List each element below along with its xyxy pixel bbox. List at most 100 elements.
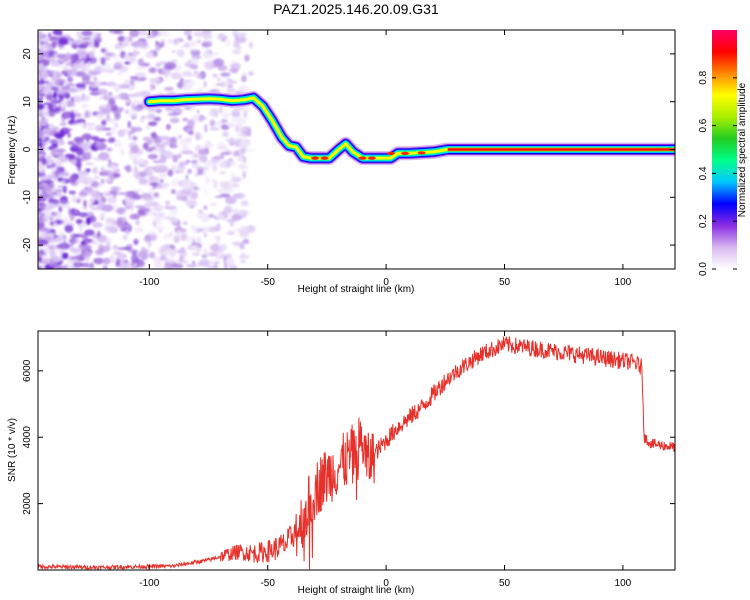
noise-speckle xyxy=(57,85,63,93)
noise-speckle xyxy=(85,162,94,166)
noise-speckle xyxy=(86,200,96,203)
noise-speckle xyxy=(167,169,174,177)
noise-speckle xyxy=(158,229,163,233)
noise-speckle xyxy=(173,235,180,244)
noise-speckle xyxy=(203,80,207,88)
noise-speckle xyxy=(115,43,119,50)
noise-speckle xyxy=(202,33,213,40)
y-tick-label: -10 xyxy=(22,190,33,205)
noise-speckle xyxy=(199,214,211,222)
noise-speckle xyxy=(117,92,127,100)
noise-speckle xyxy=(183,30,192,36)
chart-title: PAZ1.2025.146.20.09.G31 xyxy=(273,1,439,17)
noise-speckle xyxy=(84,111,90,118)
noise-speckle xyxy=(38,153,46,157)
noise-speckle xyxy=(84,229,95,236)
noise-speckle xyxy=(153,204,164,212)
noise-speckle xyxy=(110,253,115,260)
spectrogram-x-ticks: -100 -50 0 50 100 xyxy=(139,30,632,288)
noise-speckle xyxy=(232,209,239,215)
noise-speckle xyxy=(203,232,208,238)
noise-speckle xyxy=(121,128,129,134)
noise-speckle xyxy=(141,116,146,119)
noise-speckle xyxy=(216,188,225,193)
noise-speckle xyxy=(47,32,52,38)
noise-speckle xyxy=(91,168,98,174)
noise-speckle xyxy=(76,31,82,37)
noise-speckle xyxy=(163,233,170,241)
noise-speckle xyxy=(38,62,45,68)
noise-speckle xyxy=(93,175,100,180)
noise-speckle xyxy=(92,222,103,228)
noise-speckle xyxy=(128,52,134,57)
noise-speckle xyxy=(231,176,242,183)
noise-speckle xyxy=(45,50,58,56)
noise-speckle xyxy=(40,71,50,80)
noise-speckle xyxy=(194,173,200,177)
y-tick-label: -20 xyxy=(22,237,33,252)
noise-speckle xyxy=(45,94,55,101)
noise-speckle xyxy=(49,221,54,226)
noise-speckle xyxy=(180,170,184,174)
noise-speckle xyxy=(82,37,91,41)
noise-speckle xyxy=(52,159,62,165)
ridge-hot-spot xyxy=(358,156,367,160)
noise-speckle xyxy=(169,117,180,124)
noise-speckle xyxy=(46,165,53,169)
x-tick-label: -50 xyxy=(260,277,275,288)
noise-speckle xyxy=(41,157,47,166)
noise-speckle xyxy=(61,252,69,260)
noise-speckle xyxy=(112,244,119,251)
noise-speckle xyxy=(99,126,107,131)
noise-speckle xyxy=(81,232,86,241)
noise-speckle xyxy=(71,66,78,72)
noise-speckle xyxy=(149,82,156,91)
noise-speckle xyxy=(240,200,249,207)
noise-speckle xyxy=(68,190,77,195)
noise-speckle xyxy=(89,80,102,88)
noise-speckle xyxy=(88,178,95,185)
noise-speckle xyxy=(54,153,64,157)
noise-speckle xyxy=(125,109,129,115)
noise-speckle xyxy=(130,202,134,212)
colorbar: 0.0 0.2 0.4 0.6 0.8 Normalized spectral ampl… xyxy=(698,30,748,276)
noise-speckle xyxy=(164,61,177,70)
noise-speckle xyxy=(97,215,106,219)
noise-speckle xyxy=(163,265,173,269)
noise-speckle xyxy=(217,32,226,40)
noise-speckle xyxy=(178,164,184,169)
noise-speckle xyxy=(242,106,252,112)
noise-speckle xyxy=(238,85,250,93)
noise-speckle xyxy=(111,109,123,114)
noise-speckle xyxy=(38,188,43,196)
noise-speckle xyxy=(97,138,107,143)
noise-speckle xyxy=(73,234,85,238)
noise-speckle xyxy=(246,225,256,233)
noise-speckle xyxy=(52,72,57,77)
noise-speckle xyxy=(67,132,71,138)
noise-speckle xyxy=(48,36,58,41)
noise-speckle xyxy=(187,168,193,174)
noise-speckle xyxy=(180,180,192,189)
noise-speckle xyxy=(204,48,212,54)
noise-speckle xyxy=(61,204,71,210)
noise-speckle xyxy=(38,198,47,202)
noise-speckle xyxy=(45,204,58,209)
noise-speckle xyxy=(69,213,75,221)
noise-speckle xyxy=(68,119,79,125)
noise-speckle xyxy=(116,216,128,223)
noise-speckle xyxy=(139,30,146,36)
noise-speckle xyxy=(187,73,199,77)
noise-speckle xyxy=(225,39,231,47)
noise-speckle xyxy=(148,182,160,187)
noise-speckle xyxy=(216,78,221,82)
noise-speckle xyxy=(127,249,139,253)
noise-speckle xyxy=(81,74,91,81)
noise-speckle xyxy=(124,61,131,65)
noise-speckle xyxy=(78,170,90,176)
noise-speckle xyxy=(226,140,238,143)
noise-speckle xyxy=(192,260,196,265)
noise-speckle xyxy=(80,222,87,228)
noise-speckle xyxy=(51,211,63,220)
noise-speckle xyxy=(50,99,62,104)
